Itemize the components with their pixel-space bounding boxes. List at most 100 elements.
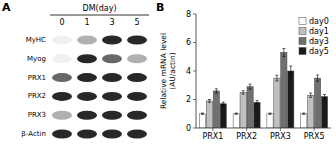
error-bar	[289, 66, 292, 76]
panel-a: ADM(day)0135MyHCMyogPRX1PRX2PRX3β-Actin	[2, 1, 149, 139]
error-stem	[310, 93, 311, 97]
band	[127, 54, 147, 63]
bars	[199, 48, 327, 128]
bar	[267, 114, 273, 128]
y-tick	[193, 42, 196, 43]
x-tick-label: PRX5	[304, 132, 325, 141]
error-stem	[223, 102, 224, 105]
error-bar	[256, 101, 259, 104]
error-bar	[275, 75, 278, 81]
error-cap	[316, 81, 319, 82]
figure: ADM(day)0135MyHCMyogPRX1PRX2PRX3β-ActinB…	[0, 0, 336, 144]
y-axis	[196, 14, 197, 128]
y-axis-label-line: (AU/actin)	[168, 52, 177, 90]
bar	[274, 78, 280, 128]
error-stem	[303, 113, 304, 114]
error-cap	[235, 114, 238, 115]
row-label: PRX2	[28, 92, 46, 100]
error-stem	[324, 95, 325, 99]
column-label: 0	[59, 18, 64, 27]
error-bar	[215, 89, 218, 93]
error-cap	[302, 114, 305, 115]
error-cap	[201, 114, 204, 115]
error-cap	[249, 89, 252, 90]
column-label: 1	[84, 18, 89, 27]
error-bar	[235, 113, 238, 114]
error-stem	[202, 113, 203, 114]
band	[52, 54, 72, 63]
band	[102, 92, 122, 101]
legend-label: day5	[309, 47, 329, 56]
error-cap	[222, 105, 225, 106]
error-bar	[309, 93, 312, 97]
error-cap	[275, 75, 278, 76]
row-label: PRX3	[28, 111, 46, 119]
row-label: β-Actin	[21, 130, 46, 138]
error-cap	[282, 56, 285, 57]
error-cap	[222, 102, 225, 103]
band	[77, 111, 97, 120]
error-cap	[268, 113, 271, 114]
bar	[213, 91, 219, 128]
error-stem	[269, 113, 270, 114]
error-bar	[316, 75, 319, 81]
legend-swatch	[299, 28, 306, 35]
bar	[288, 71, 294, 128]
error-stem	[236, 113, 237, 114]
title-rule	[50, 15, 149, 16]
bar	[301, 114, 307, 128]
panel-label: A	[2, 1, 11, 14]
error-cap	[309, 97, 312, 98]
bar	[254, 102, 260, 128]
error-cap	[215, 93, 218, 94]
band	[127, 36, 147, 45]
x-tick-label: PRX2	[236, 132, 257, 141]
title: DM(day)	[82, 4, 116, 13]
error-cap	[249, 84, 252, 85]
band	[52, 130, 72, 139]
error-cap	[208, 102, 211, 103]
y-tick	[193, 99, 196, 100]
y-tick-label: 4	[186, 67, 191, 76]
x-axis	[196, 128, 331, 129]
error-bar	[208, 100, 211, 103]
error-bar	[268, 113, 271, 114]
y-tick-label: 8	[186, 10, 191, 19]
x-tick-label: PRX3	[270, 132, 291, 141]
error-cap	[201, 113, 204, 114]
error-cap	[282, 48, 285, 49]
y-tick-label: 2	[186, 95, 191, 104]
x-tick	[314, 128, 315, 131]
band	[77, 36, 97, 45]
band	[52, 92, 72, 101]
row-label: Myog	[27, 55, 46, 63]
band	[77, 130, 97, 139]
bar	[281, 52, 287, 128]
y-tick	[193, 128, 196, 129]
error-cap	[289, 75, 292, 76]
x-tick	[246, 128, 247, 131]
column-label: 5	[134, 18, 139, 27]
error-bar	[242, 91, 245, 94]
x-tick	[212, 128, 213, 131]
band	[102, 73, 122, 82]
error-bar	[201, 113, 204, 114]
band	[102, 36, 122, 45]
legend-label: day0	[309, 17, 329, 26]
error-cap	[316, 74, 319, 75]
row-label: MyHC	[26, 36, 46, 44]
error-cap	[323, 94, 326, 95]
error-stem	[283, 48, 284, 56]
error-cap	[235, 113, 238, 114]
error-cap	[215, 88, 218, 89]
band	[52, 36, 72, 45]
y-tick	[193, 14, 196, 15]
error-cap	[208, 99, 211, 100]
x-tick-label: PRX1	[202, 132, 223, 141]
error-stem	[290, 66, 291, 76]
error-cap	[323, 98, 326, 99]
x-tick	[280, 128, 281, 131]
bar	[240, 92, 246, 128]
error-bar	[302, 113, 305, 114]
error-bar	[323, 95, 326, 99]
